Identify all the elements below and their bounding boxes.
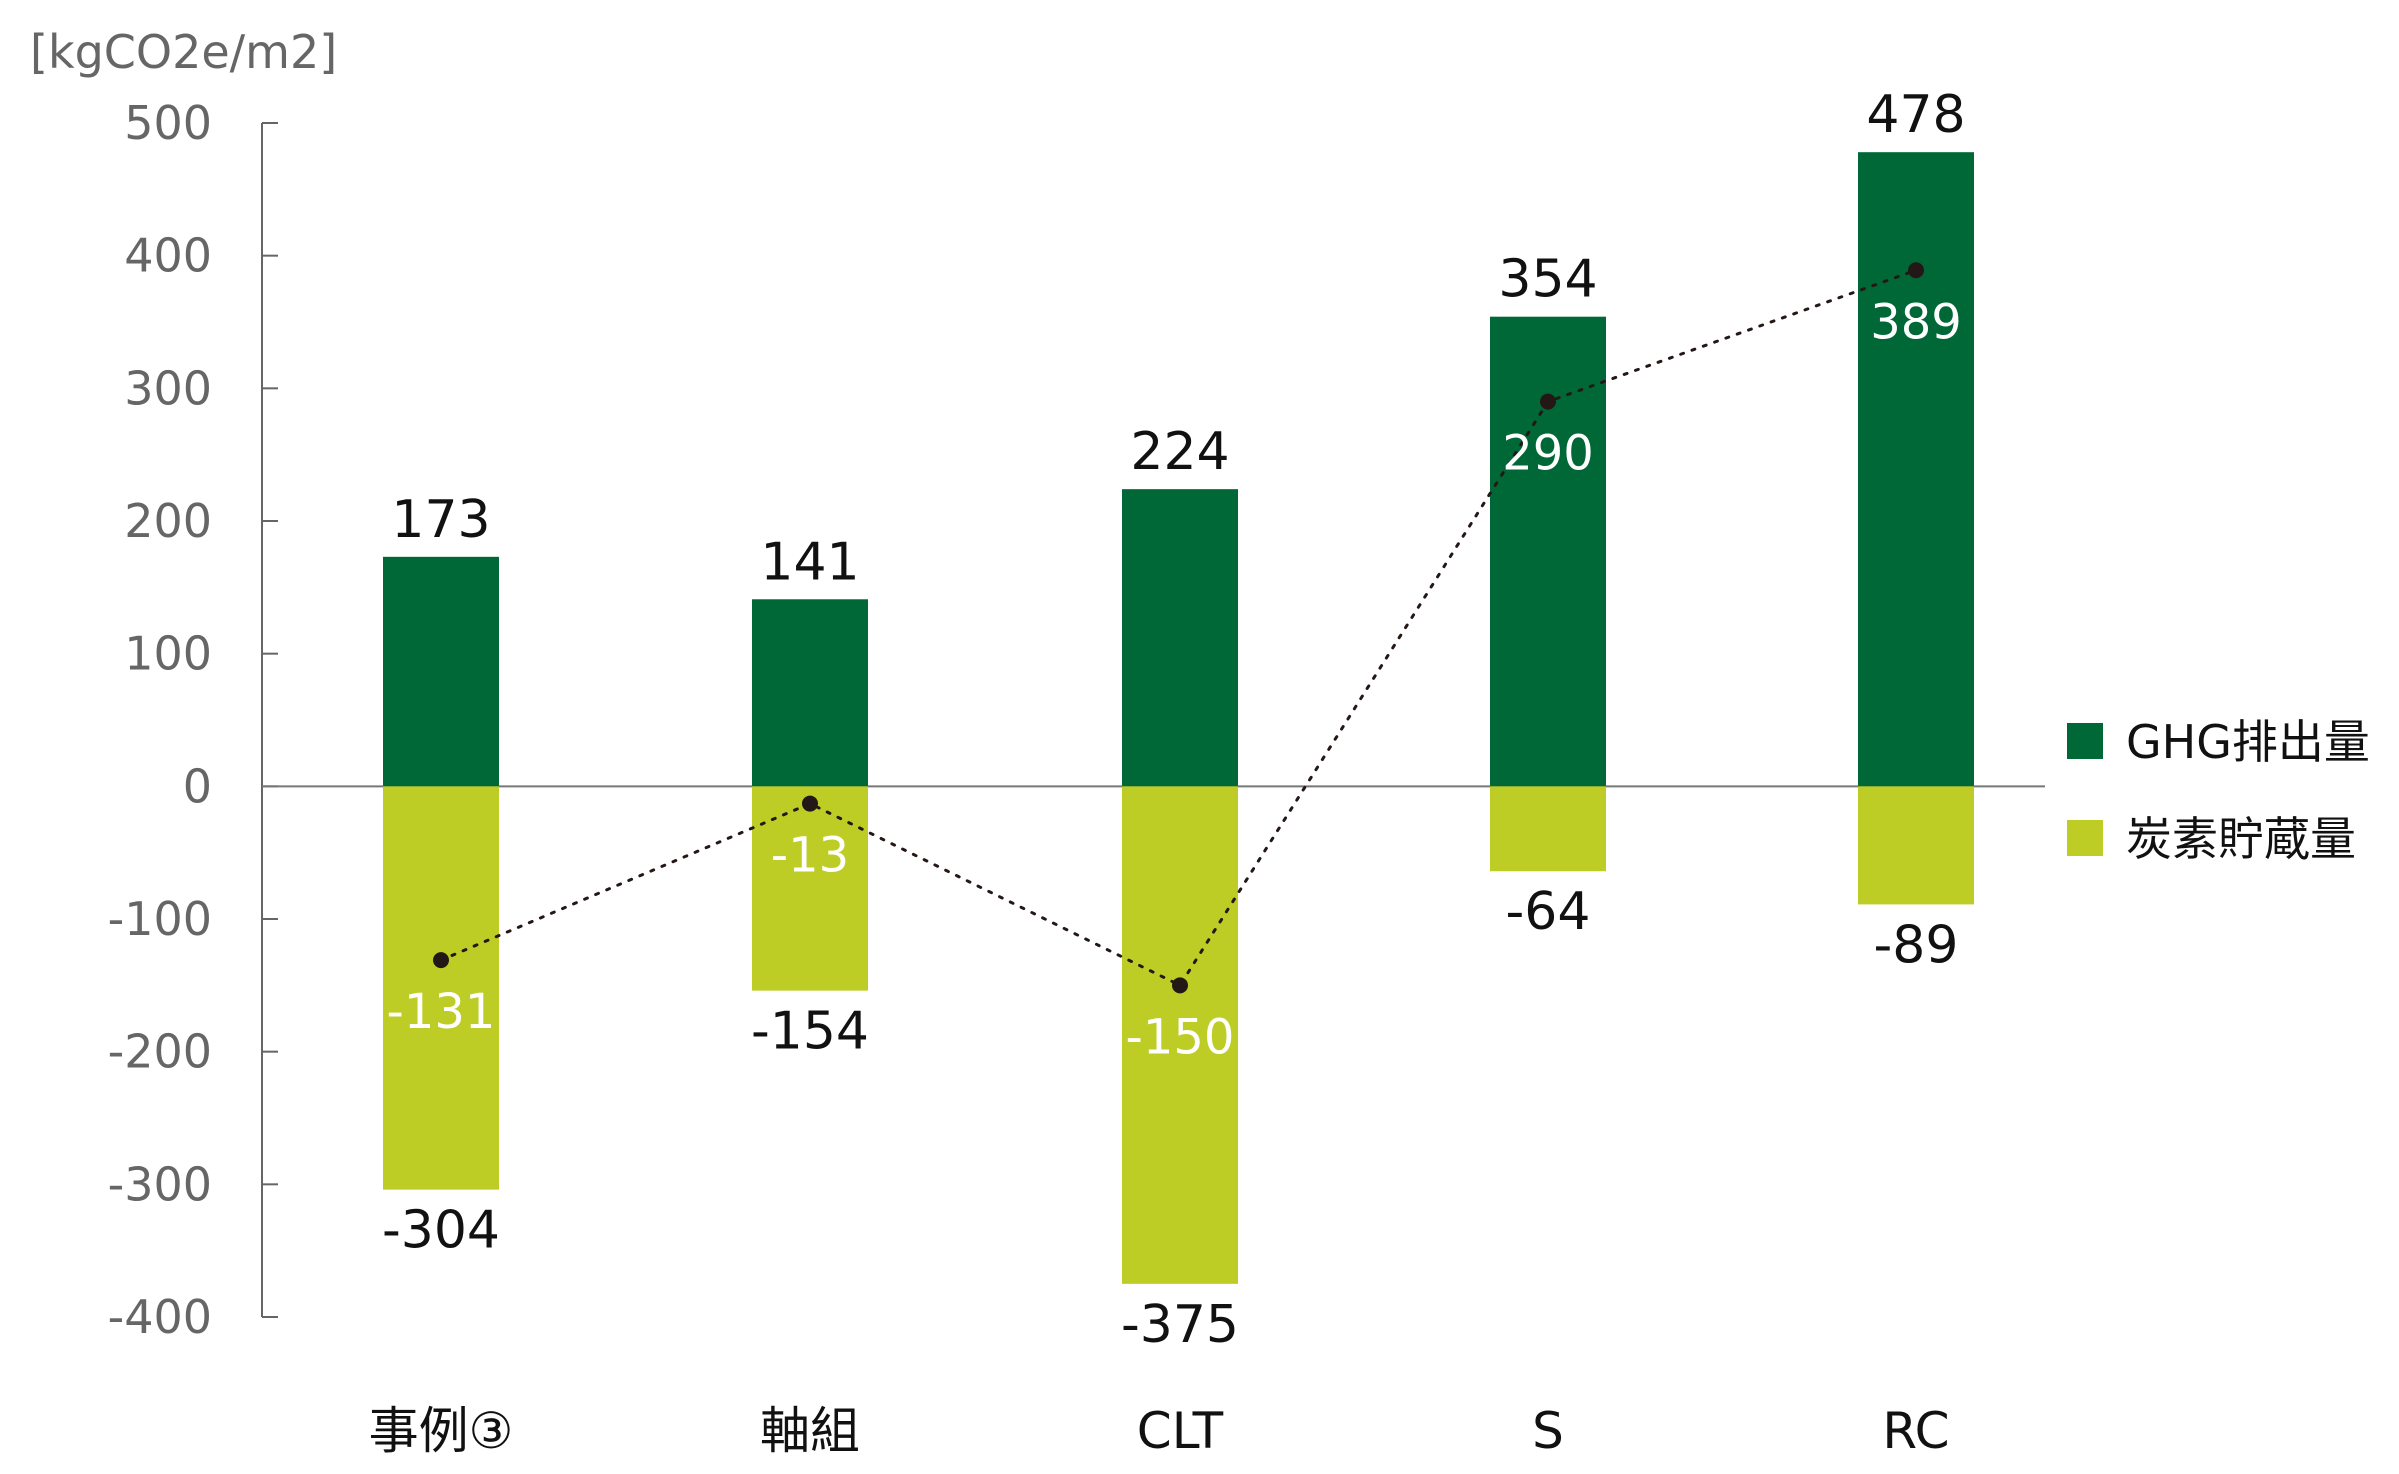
bar-carbon-storage [1490,786,1606,872]
y-tick-label: -100 [108,892,212,946]
legend-label: GHG排出量 [2126,715,2370,769]
bar-ghg [1490,316,1606,787]
bar-layer [383,152,1974,1284]
bar-ghg [1858,152,1974,787]
net-value-label: -13 [771,828,849,884]
ghg-value-label: 478 [1866,85,1965,145]
net-line [439,268,1918,988]
y-tick-label: 100 [124,627,212,681]
net-point [1540,393,1556,410]
net-line-layer [433,262,1924,994]
x-category-label: 軸組 [760,1402,860,1460]
net-value-label: 389 [1870,294,1962,350]
bar-carbon-storage [1858,786,1974,905]
ghg-value-label: 224 [1130,422,1229,482]
y-tick-label: 200 [124,494,212,548]
bar-ghg [752,599,868,787]
net-value-label: 290 [1502,426,1594,482]
bar-carbon-storage [1122,786,1238,1284]
carbon-value-label: -64 [1506,882,1591,942]
net-point [1908,262,1924,279]
carbon-value-label: -154 [751,1002,869,1062]
axis-layer: [kgCO2e/m2] 500 400 300 200 100 0 -100 -200 -300 -… [30,25,2045,1344]
legend-label: 炭素貯蔵量 [2126,812,2356,866]
y-axis-unit: [kgCO2e/m2] [30,25,337,79]
label-layer: 173 -304 事例③ 141 -154 軸組 224 -375 CLT 354 -64 S 478 -… [369,85,1966,1460]
y-tick-label: 300 [124,361,212,415]
y-tick-label: -300 [108,1157,212,1211]
y-tick-label: -400 [108,1290,212,1344]
net-value-label: -131 [387,984,496,1040]
bar-carbon-storage [752,786,868,991]
net-point [802,795,818,812]
y-tick-label: 400 [124,229,212,283]
ghg-value-label: 354 [1498,250,1597,310]
x-category-label: RC [1882,1402,1949,1460]
bar-ghg [1122,489,1238,787]
bar-ghg [383,556,499,787]
carbon-value-label: -304 [382,1201,500,1261]
ghg-value-label: 141 [760,532,859,592]
legend-swatch [2067,820,2103,856]
carbon-value-label: -375 [1121,1295,1239,1355]
net-point [433,952,449,969]
bar-carbon-storage [383,786,499,1190]
net-point [1172,977,1188,994]
y-tick-label: 0 [183,759,212,813]
x-category-label: 事例③ [369,1402,514,1460]
net-value-label: -150 [1126,1009,1235,1065]
carbon-value-label: -89 [1874,915,1959,975]
y-tick-label: 500 [124,96,212,150]
y-tick-label: -200 [108,1025,212,1079]
x-category-label: CLT [1137,1402,1224,1460]
legend-swatch [2067,723,2103,759]
ghg-value-label: 173 [391,490,490,550]
x-category-label: S [1532,1402,1564,1460]
